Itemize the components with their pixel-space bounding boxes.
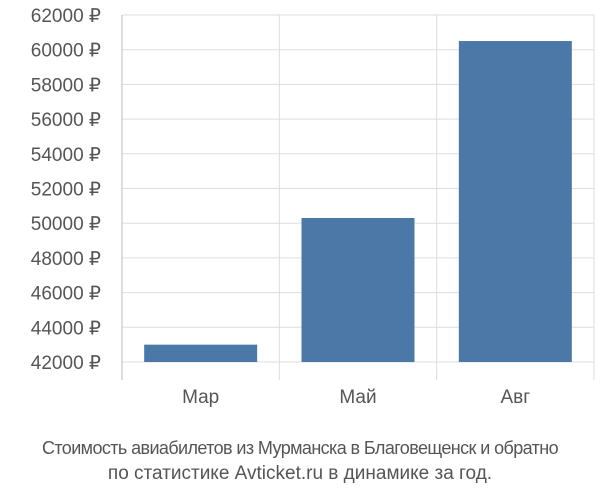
y-tick-label: 60000 ₽	[31, 41, 101, 62]
axis-labels: 42000 ₽ 44000 ₽ 46000 ₽ 48000 ₽ 50000 ₽ 52000…	[31, 6, 530, 408]
bars	[144, 41, 572, 363]
y-tick-label: 62000 ₽	[31, 6, 101, 27]
y-tick-label: 48000 ₽	[31, 249, 101, 270]
x-tick-label: Авг	[500, 387, 530, 408]
bar-2	[301, 217, 415, 362]
y-tick-label: 54000 ₽	[31, 145, 101, 166]
x-tick-label: Мар	[182, 387, 219, 408]
y-tick-label: 56000 ₽	[31, 110, 101, 131]
axes	[121, 15, 595, 380]
y-tick-label: 44000 ₽	[31, 318, 101, 339]
bar-1	[144, 344, 258, 362]
chart-caption-line-1: Стоимость авиабилетов из Мурманска в Бла…	[41, 438, 559, 458]
chart-caption-line-2: по статистике Avticket.ru в динамике за …	[107, 463, 493, 484]
bar-3	[458, 41, 572, 363]
y-tick-label: 42000 ₽	[31, 353, 101, 374]
x-tick-label: Май	[339, 387, 376, 408]
y-tick-label: 52000 ₽	[31, 180, 101, 201]
y-tick-label: 50000 ₽	[31, 214, 101, 235]
bar-chart: 42000 ₽ 44000 ₽ 46000 ₽ 48000 ₽ 50000 ₽ 52000…	[31, 6, 595, 408]
y-tick-label: 58000 ₽	[31, 75, 101, 96]
y-tick-label: 46000 ₽	[31, 284, 101, 305]
